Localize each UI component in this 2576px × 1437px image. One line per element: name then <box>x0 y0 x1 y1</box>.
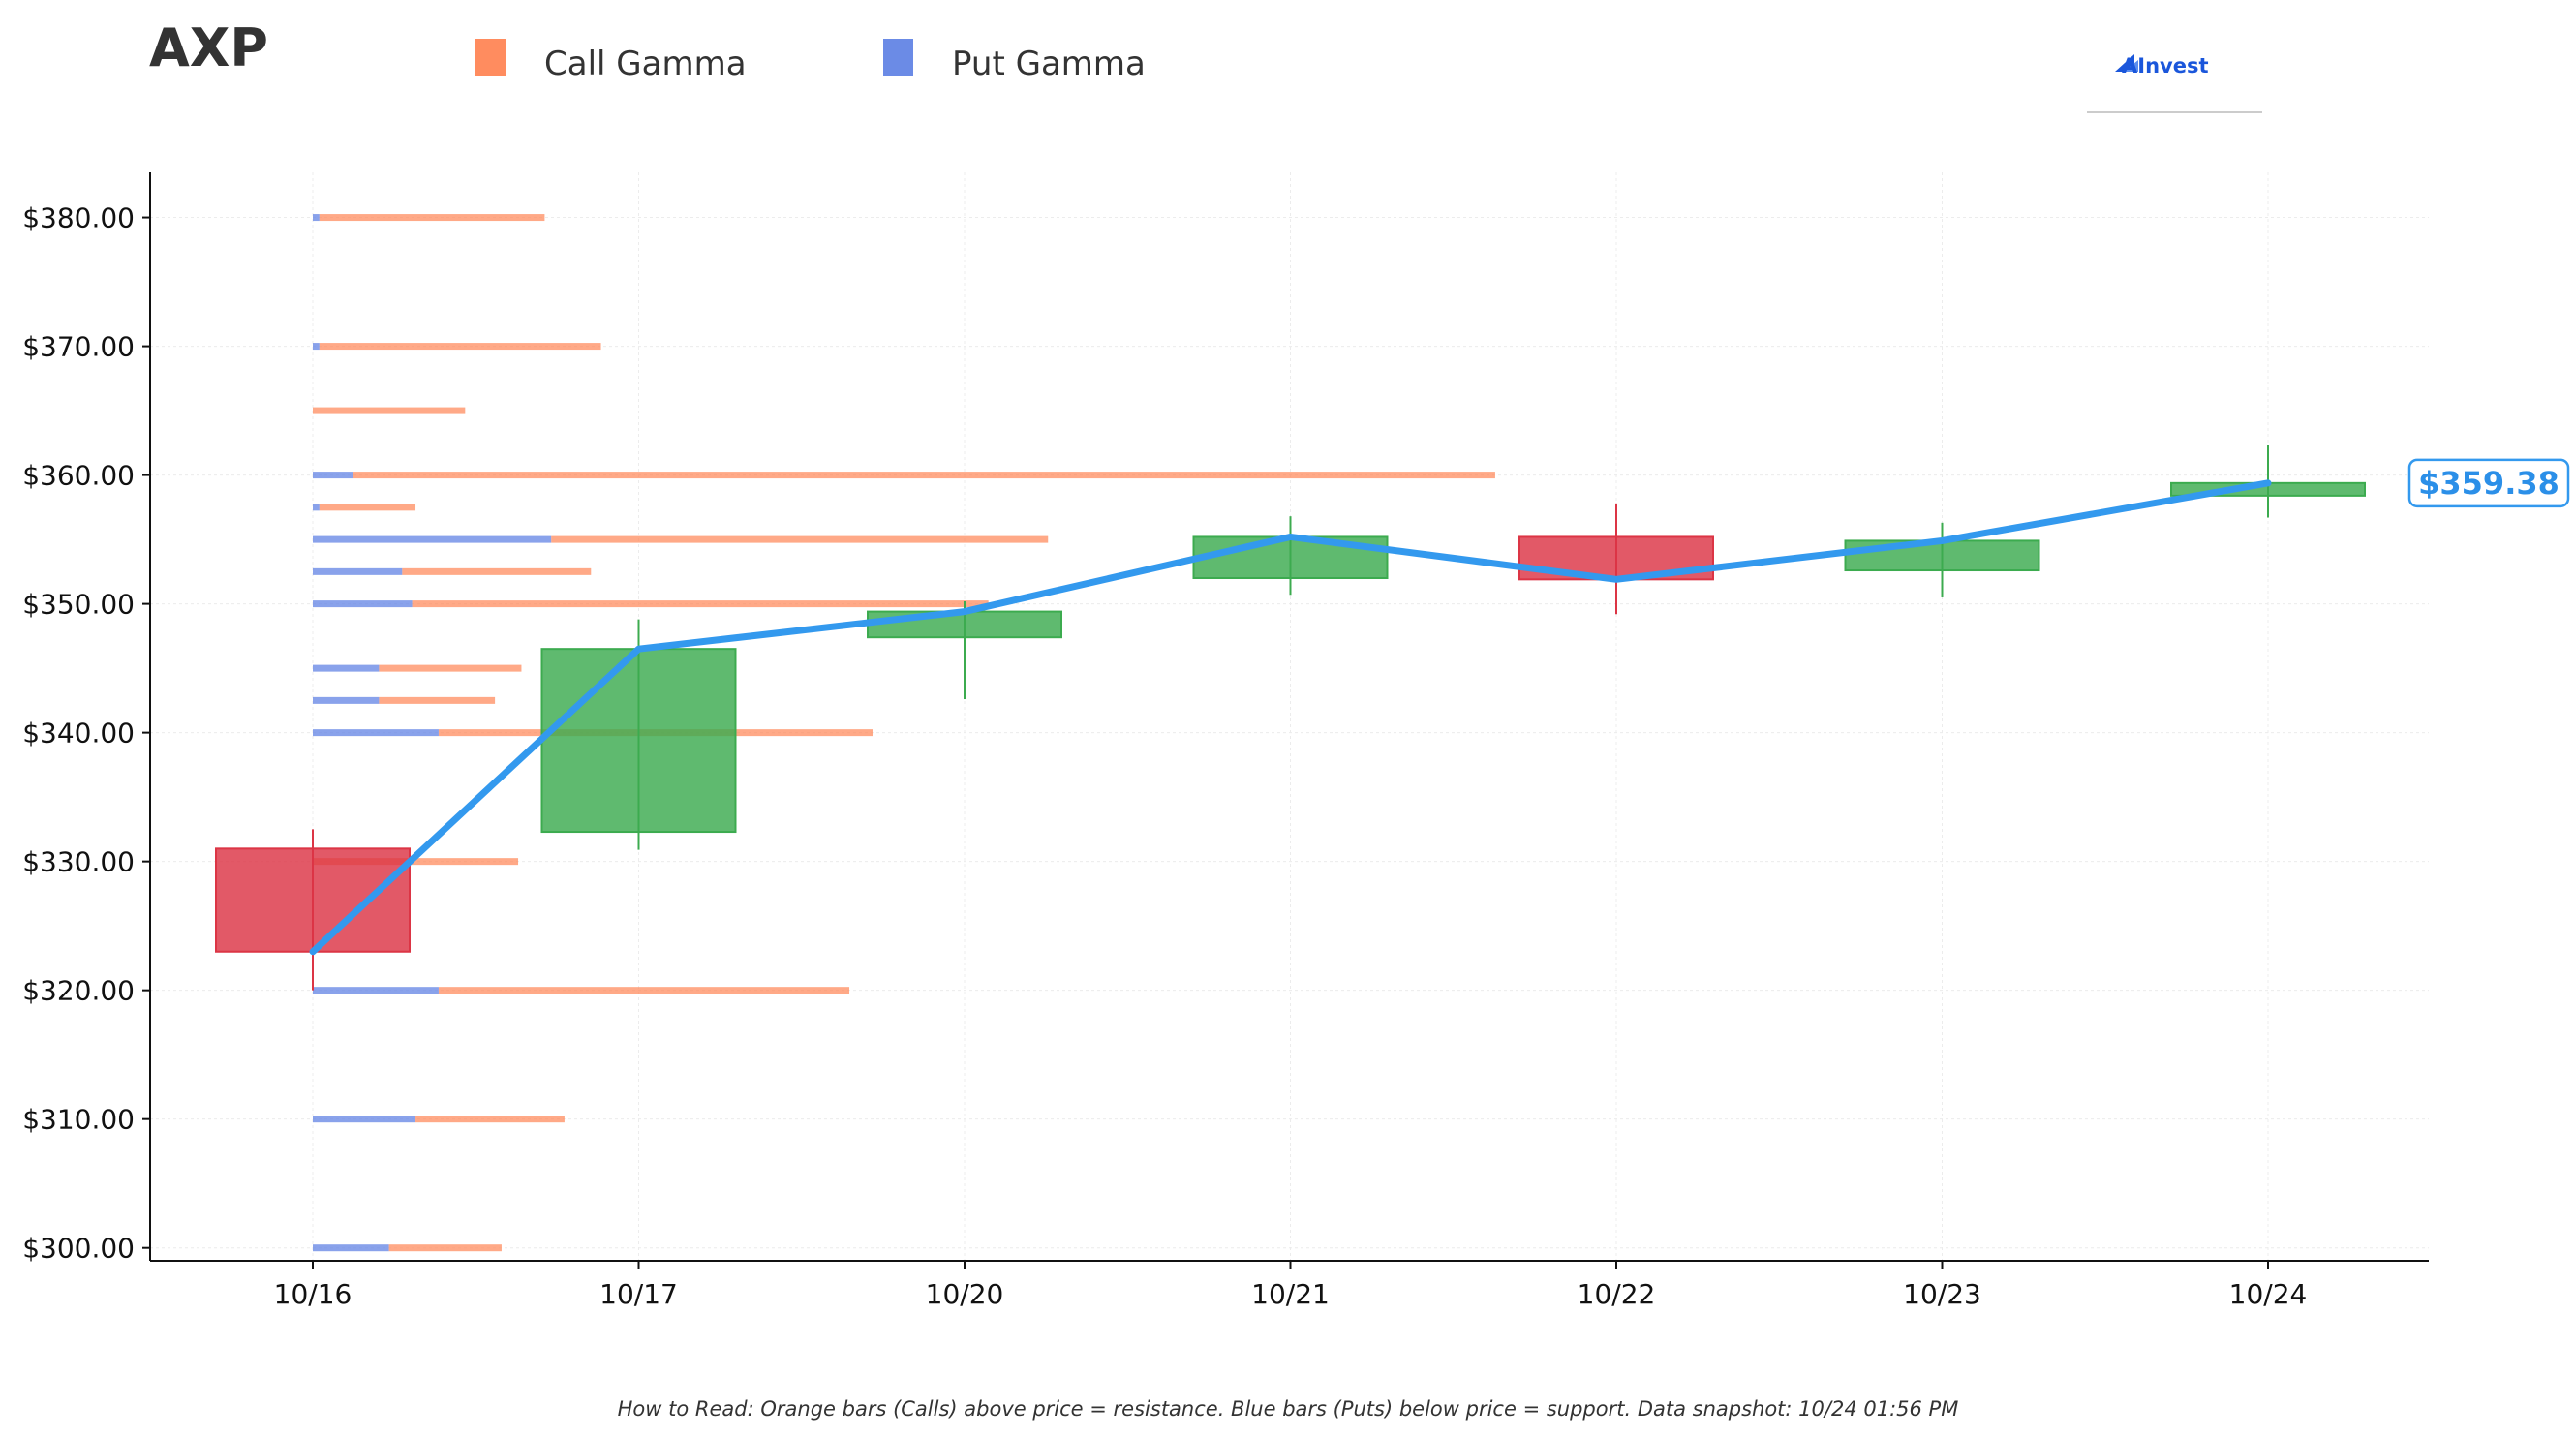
call-gamma-bar <box>379 696 496 704</box>
put-gamma-bar <box>313 535 552 543</box>
put-gamma-bar <box>313 504 320 511</box>
x-tick-label: 10/17 <box>599 1278 678 1310</box>
y-tick-label: $380.00 <box>22 202 135 234</box>
x-tick-label: 10/20 <box>926 1278 1004 1310</box>
axes <box>149 172 2429 1262</box>
grid-lines <box>150 172 2429 1261</box>
candle-body <box>867 610 1062 639</box>
y-tick-label: $330.00 <box>22 846 135 878</box>
call-gamma-legend-swatch <box>475 39 506 76</box>
call-gamma-bar <box>313 407 466 414</box>
put-gamma-legend-label: Put Gamma <box>952 45 1146 83</box>
ticker-symbol: AXP <box>149 17 268 78</box>
candle-body <box>215 847 411 953</box>
put-gamma-bar <box>313 696 380 704</box>
put-gamma-bar <box>313 343 320 351</box>
x-tick-label: 10/24 <box>2229 1278 2308 1310</box>
logo-chart-icon-accent <box>2124 60 2138 72</box>
x-tick-label: 10/21 <box>1251 1278 1330 1310</box>
put-gamma-bar <box>313 664 380 672</box>
call-gamma-bar <box>379 664 522 672</box>
put-gamma-bar <box>313 472 353 479</box>
put-gamma-legend-swatch <box>883 39 913 76</box>
call-gamma-bar <box>353 472 1495 479</box>
call-gamma-bar <box>438 987 850 994</box>
y-tick-label: $310.00 <box>22 1104 135 1136</box>
put-gamma-bar <box>313 1116 416 1123</box>
current-price-label: $359.38 <box>2418 465 2560 502</box>
call-gamma-bar <box>551 535 1049 543</box>
x-axis-ticks: 10/16 10/17 10/20 10/21 10/22 10/23 10/24 <box>274 1261 2308 1310</box>
close-price-line <box>309 479 2272 956</box>
y-tick-label: $300.00 <box>22 1233 135 1265</box>
put-gamma-bar <box>313 600 413 608</box>
candle-body <box>540 648 737 834</box>
call-gamma-bar <box>402 567 592 575</box>
y-tick-label: $350.00 <box>22 589 135 621</box>
call-gamma-bar <box>313 858 519 866</box>
y-tick-label: $360.00 <box>22 460 135 492</box>
candle-body <box>1844 539 2040 572</box>
candles <box>215 444 2366 991</box>
put-gamma-bar <box>313 987 439 994</box>
y-tick-label: $340.00 <box>22 718 135 749</box>
y-tick-label: $370.00 <box>22 331 135 363</box>
current-price-box <box>2407 458 2570 508</box>
close-price-line-group <box>309 479 2272 956</box>
call-gamma-bar <box>319 214 545 222</box>
gamma-bars <box>313 214 1495 1252</box>
call-gamma-bar <box>415 1116 565 1123</box>
call-gamma-bar <box>388 1244 502 1252</box>
put-gamma-bar <box>313 214 320 222</box>
put-gamma-bar <box>313 729 439 737</box>
how-to-read-footnote: How to Read: Orange bars (Calls) above p… <box>618 1397 1959 1421</box>
x-tick-label: 10/23 <box>1903 1278 1981 1310</box>
call-gamma-bar <box>319 504 416 511</box>
put-gamma-bar <box>313 567 403 575</box>
x-tick-label: 10/22 <box>1578 1278 1656 1310</box>
y-tick-label: $320.00 <box>22 975 135 1007</box>
x-tick-label: 10/16 <box>274 1278 353 1310</box>
call-gamma-bar <box>319 343 601 351</box>
current-price-badge: $359.38 <box>2407 458 2570 508</box>
y-axis-ticks: $300.00 $310.00 $320.00 $330.00 $340.00 $350.… <box>22 202 150 1265</box>
ainvest-logo: AInvest <box>2087 54 2262 113</box>
call-gamma-bar <box>412 600 989 608</box>
call-gamma-legend-label: Call Gamma <box>544 45 747 83</box>
logo-text: AInvest <box>2122 54 2209 77</box>
put-gamma-bar <box>313 1244 389 1252</box>
